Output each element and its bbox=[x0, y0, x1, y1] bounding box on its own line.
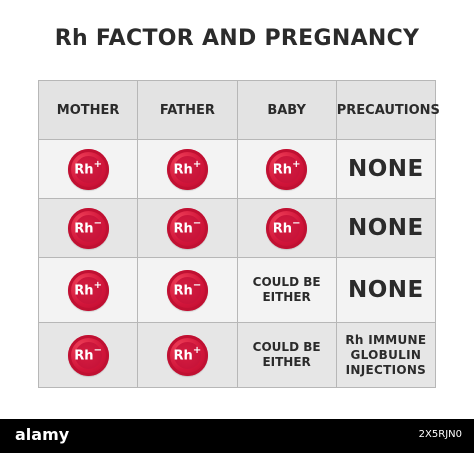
baby-cell: COULD BE EITHER bbox=[236, 257, 337, 323]
rh-negative-icon: Rh− bbox=[67, 334, 109, 376]
rh-positive-icon: Rh+ bbox=[166, 334, 208, 376]
rh-text: Rh bbox=[74, 162, 94, 178]
baby-cell: Rh− bbox=[236, 198, 337, 258]
rh-factor-table: MOTHER FATHER BABY PRECAUTIONS Rh+ Rh+ R… bbox=[37, 80, 440, 388]
table-row: Rh+ Rh+ Rh+ NONE bbox=[37, 139, 437, 199]
column-header-mother: MOTHER bbox=[37, 80, 139, 140]
rh-positive-icon: Rh+ bbox=[67, 148, 109, 190]
table-header-row: MOTHER FATHER BABY PRECAUTIONS bbox=[37, 80, 440, 140]
rh-positive-icon: Rh+ bbox=[67, 269, 109, 311]
rh-text: Rh bbox=[74, 221, 94, 237]
precautions-cell: NONE bbox=[335, 139, 437, 199]
precautions-text: NONE bbox=[347, 156, 424, 182]
page-title: Rh FACTOR AND PREGNANCY bbox=[54, 26, 420, 51]
footer-bar: alamy 2X5RJN0 bbox=[0, 419, 474, 453]
rh-sign: − bbox=[93, 345, 102, 357]
rh-sign: + bbox=[93, 159, 102, 171]
column-header-baby: BABY bbox=[236, 80, 337, 140]
rh-text: Rh bbox=[74, 348, 94, 364]
rh-negative-icon: Rh− bbox=[67, 207, 109, 249]
rh-text: Rh bbox=[74, 283, 94, 299]
rh-sign: + bbox=[192, 159, 202, 171]
column-header-precautions: PRECAUTIONS bbox=[335, 80, 440, 140]
rh-sign: − bbox=[192, 280, 202, 292]
baby-text-line2: EITHER bbox=[262, 355, 311, 369]
rh-text: Rh bbox=[272, 162, 293, 178]
mother-cell: Rh+ bbox=[37, 257, 139, 323]
rh-text: Rh bbox=[173, 283, 193, 299]
rh-sign: + bbox=[192, 345, 202, 357]
rh-positive-icon: Rh+ bbox=[166, 148, 208, 190]
rh-negative-icon: Rh− bbox=[166, 207, 208, 249]
precautions-text: NONE bbox=[347, 277, 424, 303]
rh-sign: − bbox=[93, 218, 102, 230]
father-cell: Rh+ bbox=[137, 322, 238, 388]
table-row: Rh+ Rh− COULD BE EITHER NONE bbox=[37, 257, 437, 323]
rh-sign: − bbox=[192, 218, 202, 230]
rh-text: Rh bbox=[272, 221, 293, 237]
baby-text-line1: COULD BE bbox=[252, 340, 321, 354]
rh-positive-icon: Rh+ bbox=[266, 148, 308, 190]
precautions-text-line2: GLOBULIN bbox=[350, 347, 422, 362]
table-row: Rh− Rh+ COULD BE EITHER Rh IMMUNE GLOBUL… bbox=[37, 322, 437, 388]
precautions-text-line1: Rh IMMUNE bbox=[345, 332, 427, 347]
image-id: 2X5RJN0 bbox=[418, 429, 462, 440]
baby-cell: Rh+ bbox=[236, 139, 337, 199]
table-row: Rh− Rh− Rh− NONE bbox=[37, 198, 437, 258]
baby-text-line1: COULD BE bbox=[252, 275, 321, 289]
column-header-father: FATHER bbox=[137, 80, 238, 140]
rh-sign: − bbox=[292, 218, 301, 230]
mother-cell: Rh− bbox=[37, 198, 139, 258]
baby-text-line2: EITHER bbox=[262, 290, 311, 304]
father-cell: Rh− bbox=[137, 257, 238, 323]
alamy-logo: alamy bbox=[15, 425, 70, 444]
rh-sign: + bbox=[93, 280, 102, 292]
rh-text: Rh bbox=[173, 348, 193, 364]
precautions-text-line3: INJECTIONS bbox=[345, 362, 427, 377]
rh-negative-icon: Rh− bbox=[166, 269, 208, 311]
precautions-cell: NONE bbox=[335, 198, 437, 258]
precautions-text: NONE bbox=[347, 215, 424, 241]
precautions-cell: Rh IMMUNE GLOBULIN INJECTIONS bbox=[335, 322, 437, 388]
rh-negative-icon: Rh− bbox=[266, 207, 308, 249]
father-cell: Rh+ bbox=[137, 139, 238, 199]
mother-cell: Rh− bbox=[37, 322, 139, 388]
mother-cell: Rh+ bbox=[37, 139, 139, 199]
rh-text: Rh bbox=[173, 221, 193, 237]
precautions-cell: NONE bbox=[335, 257, 437, 323]
father-cell: Rh− bbox=[137, 198, 238, 258]
baby-cell: COULD BE EITHER bbox=[236, 322, 337, 388]
rh-text: Rh bbox=[173, 162, 193, 178]
rh-sign: + bbox=[292, 159, 301, 171]
